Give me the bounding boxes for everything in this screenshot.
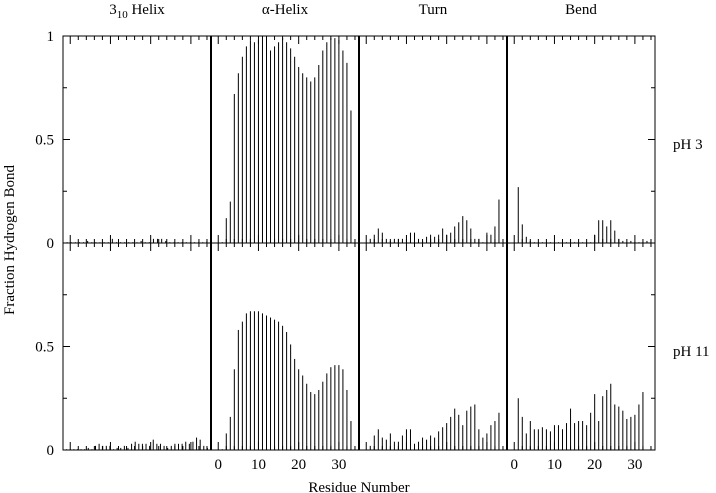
x-tick-label: 10 — [547, 457, 562, 473]
x-tick-label: 0 — [214, 457, 222, 473]
column-title-alpha: α-Helix — [262, 2, 309, 18]
column-titles: 310 Helix α-Helix Turn Bend — [109, 2, 597, 21]
x-tick-label: 30 — [331, 457, 346, 473]
y-axes: 0 0.5 1 0 0.5 — [35, 29, 655, 459]
bars-ph3-turn — [369, 199, 500, 243]
bars-ph11-bend — [517, 383, 644, 450]
x-tick-label: 30 — [627, 457, 642, 473]
x-axis: 0 10 20 30 0 10 20 30 — [69, 36, 652, 473]
x-axis-label: Residue Number — [308, 480, 409, 493]
y-tick-label: 0 — [47, 236, 55, 252]
bars-ph11-310 — [66, 437, 208, 450]
x-tick-label: 20 — [291, 457, 306, 473]
row-labels: pH 3 pH 11 — [673, 137, 710, 360]
bars-ph3-alpha — [221, 36, 352, 243]
x-tick-label: 20 — [587, 457, 602, 473]
y-tick-label: 0.5 — [35, 340, 54, 356]
column-title-bend: Bend — [565, 2, 597, 18]
y-tick-label: 1 — [47, 29, 55, 45]
column-title-turn: Turn — [419, 2, 448, 18]
x-tick-label: 0 — [510, 457, 518, 473]
y-axis-label: Fraction Hydrogen Bond — [2, 165, 18, 315]
y-tick-label: 0 — [47, 443, 55, 459]
bars-ph11-turn — [369, 404, 500, 450]
bars-ph3-310 — [66, 238, 208, 243]
bars-ph3-bend — [517, 187, 648, 243]
column-title-310: 310 Helix — [109, 2, 165, 21]
row-label-ph11: pH 11 — [673, 344, 710, 360]
bars-ph11-alpha — [221, 311, 352, 450]
y-tick-label: 0.5 — [35, 133, 54, 149]
panels — [62, 35, 656, 451]
x-tick-label: 10 — [251, 457, 266, 473]
row-label-ph3: pH 3 — [673, 137, 703, 153]
